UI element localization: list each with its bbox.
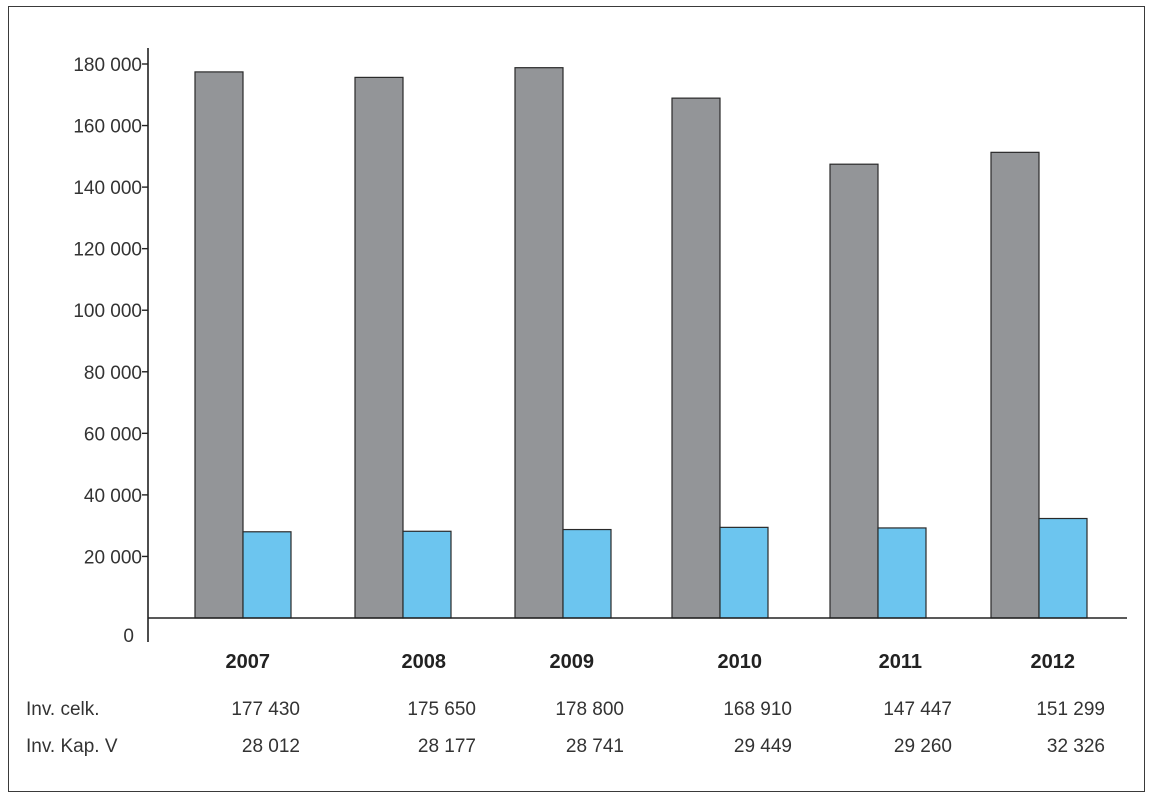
table-cell-inv-celk-2010: 168 910 [723, 699, 792, 720]
table-row-label-inv-celk: Inv. celk. [26, 699, 100, 720]
x-category-label-2008: 2008 [402, 651, 447, 673]
table-cell-inv-celk-2007: 177 430 [231, 699, 300, 720]
bar-inv-celk-2008 [354, 76, 404, 619]
table-row-label-inv-kap-v: Inv. Kap. V [26, 736, 118, 757]
table-cell-inv-kap-v-2009: 28 741 [566, 736, 624, 757]
bar-inv-kap-v-2011 [877, 527, 927, 619]
bar-inv-kap-v-2008 [402, 530, 452, 619]
y-tick-label-180000: 180 000 [73, 55, 142, 76]
y-tick-label-20000: 20 000 [84, 547, 142, 568]
y-tick-label-60000: 60 000 [84, 424, 142, 445]
y-tick-label-80000: 80 000 [84, 363, 142, 384]
table-cell-inv-celk-2012: 151 299 [1036, 699, 1105, 720]
bar-inv-kap-v-2012 [1038, 517, 1088, 619]
x-category-label-2012: 2012 [1031, 651, 1076, 673]
bar-inv-celk-2007 [194, 71, 244, 619]
table-cell-inv-celk-2011: 147 447 [883, 699, 952, 720]
bar-inv-celk-2011 [829, 163, 879, 619]
bar-inv-celk-2010 [671, 97, 721, 619]
x-category-label-2011: 2011 [879, 651, 922, 673]
x-category-label-2007: 2007 [226, 651, 271, 673]
bar-inv-celk-2009 [514, 67, 564, 619]
table-cell-inv-kap-v-2012: 32 326 [1047, 736, 1105, 757]
table-cell-inv-kap-v-2007: 28 012 [242, 736, 300, 757]
y-tick-label-140000: 140 000 [73, 178, 142, 199]
table-cell-inv-celk-2008: 175 650 [407, 699, 476, 720]
y-tick-label-40000: 40 000 [84, 486, 142, 507]
chart-frame [8, 6, 1145, 792]
y-tick-label-160000: 160 000 [73, 117, 142, 138]
bar-inv-kap-v-2009 [562, 528, 612, 619]
table-cell-inv-celk-2009: 178 800 [555, 699, 624, 720]
y-tick-label-120000: 120 000 [73, 240, 142, 261]
table-cell-inv-kap-v-2010: 29 449 [734, 736, 792, 757]
y-tick-label-100000: 100 000 [73, 301, 142, 322]
bar-inv-kap-v-2007 [242, 531, 292, 619]
bar-inv-kap-v-2010 [719, 526, 769, 619]
x-category-label-2009: 2009 [550, 651, 595, 673]
table-cell-inv-kap-v-2011: 29 260 [894, 736, 952, 757]
bar-inv-celk-2012 [990, 151, 1040, 619]
table-cell-inv-kap-v-2008: 28 177 [418, 736, 476, 757]
x-category-label-2010: 2010 [718, 651, 763, 673]
y-tick-label-0: 0 [123, 626, 134, 647]
